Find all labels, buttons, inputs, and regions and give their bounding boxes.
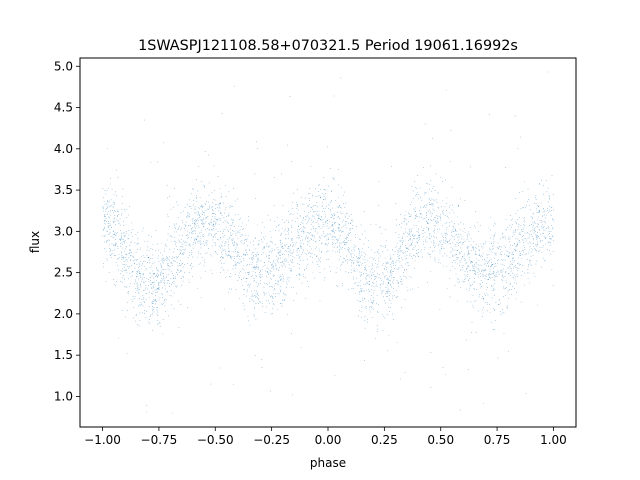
x-tick-label: −0.50 bbox=[197, 433, 234, 447]
x-tick-label: 0.25 bbox=[371, 433, 398, 447]
x-tick-label: 0.75 bbox=[484, 433, 511, 447]
data-points bbox=[102, 71, 554, 414]
x-tick-label: 0.00 bbox=[315, 433, 342, 447]
flux-points bbox=[102, 71, 554, 414]
x-tick-label: 0.50 bbox=[427, 433, 454, 447]
y-tick-label: 2.5 bbox=[54, 266, 73, 280]
y-axis: 1.0 1.5 2.0 2.5 3.0 3.5 4.0 4.5 5.0 bbox=[54, 59, 80, 403]
y-tick-label: 1.0 bbox=[54, 389, 73, 403]
x-axis: −1.00 −0.75 −0.50 −0.25 0.00 0.25 0.50 0.75 1.00 bbox=[84, 427, 567, 447]
y-tick-label: 4.5 bbox=[54, 101, 73, 115]
x-tick-label: −0.25 bbox=[253, 433, 290, 447]
x-axis-title: phase bbox=[310, 456, 346, 470]
y-tick-label: 2.0 bbox=[54, 307, 73, 321]
x-tick-label: 1.00 bbox=[540, 433, 567, 447]
y-tick-label: 3.0 bbox=[54, 224, 73, 238]
y-tick-label: 1.5 bbox=[54, 348, 73, 362]
y-tick-label: 3.5 bbox=[54, 183, 73, 197]
y-axis-title: flux bbox=[28, 231, 42, 253]
y-tick-label: 5.0 bbox=[54, 59, 73, 73]
y-tick-label: 4.0 bbox=[54, 142, 73, 156]
x-tick-label: −1.00 bbox=[84, 433, 121, 447]
x-tick-label: −0.75 bbox=[141, 433, 178, 447]
chart-title: 1SWASPJ121108.58+070321.5 Period 19061.1… bbox=[138, 38, 518, 54]
